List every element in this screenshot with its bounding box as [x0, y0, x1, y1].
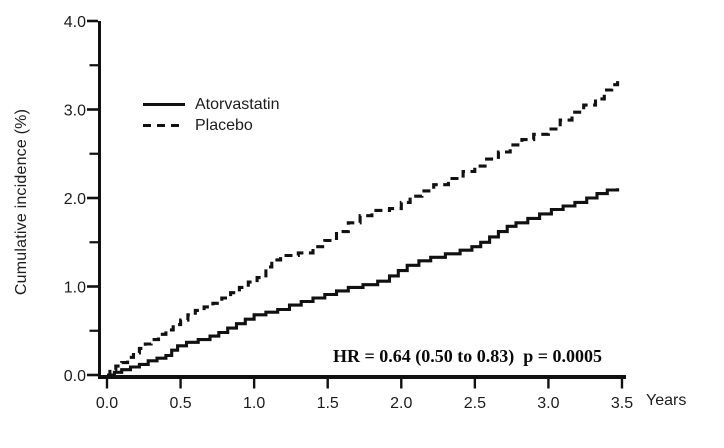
dashed-line-swatch-icon: [143, 124, 185, 127]
series-line-placebo: [107, 78, 620, 377]
y-tick-label: 1.0: [64, 280, 86, 297]
solid-line-swatch-icon: [143, 103, 185, 106]
x-tick-label: 1.0: [243, 395, 265, 412]
x-tick-label: 2.0: [390, 395, 412, 412]
hazard-ratio-annotation: HR = 0.64 (0.50 to 0.83) p = 0.0005: [333, 346, 603, 366]
legend: Atorvastatin Placebo: [143, 94, 279, 136]
y-tick-label: 3.0: [64, 103, 86, 120]
x-tick-label: 3.5: [611, 395, 633, 412]
legend-item-atorvastatin: Atorvastatin: [143, 94, 279, 115]
legend-item-placebo: Placebo: [143, 115, 279, 136]
x-tick-label: 3.0: [537, 395, 559, 412]
y-axis-label: Cumulative incidence (%): [13, 108, 30, 296]
y-tick-label: 2.0: [64, 191, 86, 208]
series-line-atorvastatin: [107, 188, 620, 377]
x-tick-label: 1.5: [317, 395, 339, 412]
legend-label-atorvastatin: Atorvastatin: [195, 95, 280, 113]
x-tick-label: 0.5: [169, 395, 191, 412]
x-axis-unit-label: Years: [646, 392, 687, 409]
y-tick-label: 4.0: [64, 14, 86, 31]
x-tick-label: 0.0: [96, 395, 118, 412]
y-tick-label: 0.0: [64, 368, 86, 385]
x-tick-label: 2.5: [464, 395, 486, 412]
legend-label-placebo: Placebo: [195, 116, 253, 134]
